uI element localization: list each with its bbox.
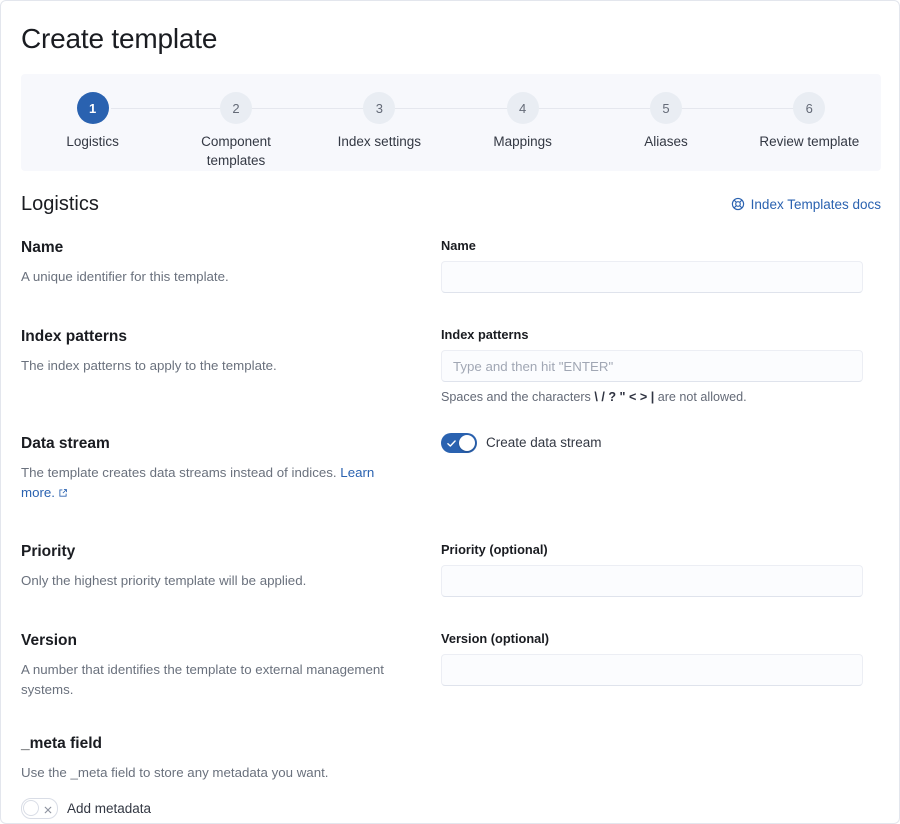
index-patterns-field-col: Index patterns Spaces and the characters…: [441, 326, 881, 406]
step-connector: [235, 108, 380, 109]
wizard-step-review-template[interactable]: 6 Review template: [738, 92, 881, 151]
name-field-col: Name: [441, 237, 881, 293]
external-link-icon: [58, 484, 68, 504]
step-label: Index settings: [337, 134, 421, 149]
toggle-knob: [459, 435, 475, 451]
index-patterns-row-title: Index patterns: [21, 328, 127, 345]
meta-field-row-description: Use the _meta field to store any metadat…: [21, 765, 329, 780]
wizard-step-mappings[interactable]: 4 Mappings: [451, 92, 666, 151]
meta-field-description-col: _meta field Use the _meta field to store…: [21, 733, 441, 823]
step-label: Logistics: [66, 134, 119, 149]
logistics-form: Name A unique identifier for this templa…: [21, 237, 881, 823]
priority-description-col: Priority Only the highest priority templ…: [21, 541, 441, 591]
index-patterns-description-col: Index patterns The index patterns to app…: [21, 326, 441, 376]
add-metadata-toggle[interactable]: [21, 798, 58, 819]
help-prefix: Spaces and the characters: [441, 390, 595, 404]
data-stream-row-title: Data stream: [21, 435, 110, 452]
help-lifebuoy-icon: [731, 197, 745, 211]
name-description-col: Name A unique identifier for this templa…: [21, 237, 441, 287]
name-row-title: Name: [21, 239, 64, 256]
form-row-data-stream: Data stream The template creates data st…: [21, 433, 881, 504]
create-data-stream-row: Create data stream: [441, 433, 881, 453]
step-connector: [379, 108, 523, 109]
step-number-badge: 5: [649, 92, 682, 124]
check-icon: [446, 436, 457, 454]
create-data-stream-label: Create data stream: [486, 435, 602, 450]
create-data-stream-toggle[interactable]: [441, 433, 477, 453]
data-stream-field-col: Create data stream: [441, 433, 881, 453]
help-disallowed-chars: \ / ? " < > |: [594, 390, 655, 404]
data-stream-description-col: Data stream The template creates data st…: [21, 433, 441, 504]
data-stream-row-description: The template creates data streams instea…: [21, 463, 411, 504]
section-header: Logistics Index Templates docs: [21, 191, 881, 217]
step-label: Component templates: [201, 134, 271, 168]
index-patterns-row-description: The index patterns to apply to the templ…: [21, 358, 277, 373]
priority-row-description: Only the highest priority template will …: [21, 573, 307, 588]
name-input[interactable]: [441, 261, 863, 293]
add-metadata-label: Add metadata: [67, 800, 152, 816]
step-number-badge: 4: [506, 92, 539, 124]
form-row-meta-field: _meta field Use the _meta field to store…: [21, 733, 881, 823]
wizard-step-index-settings[interactable]: 3 Index settings: [308, 92, 523, 151]
step-connector: [665, 108, 810, 109]
form-row-name: Name A unique identifier for this templa…: [21, 237, 881, 293]
index-templates-docs-link[interactable]: Index Templates docs: [731, 197, 881, 212]
version-input[interactable]: [441, 654, 863, 686]
name-row-description: A unique identifier for this template.: [21, 269, 229, 284]
docs-link-label: Index Templates docs: [750, 196, 881, 212]
cross-icon: [43, 802, 53, 820]
step-label: Mappings: [493, 134, 552, 149]
version-row-description: A number that identifies the template to…: [21, 662, 384, 697]
priority-field-label: Priority (optional): [441, 542, 548, 557]
name-field-label: Name: [441, 238, 476, 253]
wizard-step-logistics[interactable]: 1 Logistics: [21, 92, 236, 151]
step-connector: [92, 108, 236, 109]
data-stream-desc-text: The template creates data streams instea…: [21, 465, 341, 480]
meta-field-row-title: _meta field: [21, 735, 102, 752]
step-label: Aliases: [644, 134, 688, 149]
page-title: Create template: [21, 23, 218, 54]
priority-field-col: Priority (optional): [441, 541, 881, 597]
add-metadata-row: Add metadata: [21, 798, 411, 819]
version-field-col: Version (optional): [441, 630, 881, 686]
form-row-index-patterns: Index patterns The index patterns to app…: [21, 326, 881, 406]
wizard-stepper: 1 Logistics 2 Component templates 3 Index set…: [21, 74, 881, 171]
step-connector: [522, 108, 666, 109]
form-row-priority: Priority Only the highest priority templ…: [21, 541, 881, 597]
step-number-badge: 6: [793, 92, 826, 124]
priority-input[interactable]: [441, 565, 863, 597]
index-patterns-help-text: Spaces and the characters \ / ? " < > | …: [441, 388, 881, 406]
wizard-step-component-templates[interactable]: 2 Component templates: [164, 92, 380, 170]
version-field-label: Version (optional): [441, 631, 550, 646]
step-label: Review template: [759, 134, 860, 149]
wizard-step-aliases[interactable]: 5 Aliases: [594, 92, 810, 151]
step-number-badge: 1: [76, 92, 109, 124]
index-patterns-field-label: Index patterns: [441, 327, 529, 342]
toggle-knob: [23, 800, 39, 816]
index-patterns-input[interactable]: [441, 350, 863, 382]
form-row-version: Version A number that identifies the tem…: [21, 630, 881, 700]
step-number-badge: 2: [219, 92, 252, 124]
step-number-badge: 3: [363, 92, 396, 124]
priority-row-title: Priority: [21, 543, 76, 560]
section-title: Logistics: [21, 193, 99, 215]
learn-more-link[interactable]: Learn more.: [21, 465, 375, 500]
version-row-title: Version: [21, 632, 77, 649]
version-description-col: Version A number that identifies the tem…: [21, 630, 441, 700]
help-suffix: are not allowed.: [654, 390, 747, 404]
